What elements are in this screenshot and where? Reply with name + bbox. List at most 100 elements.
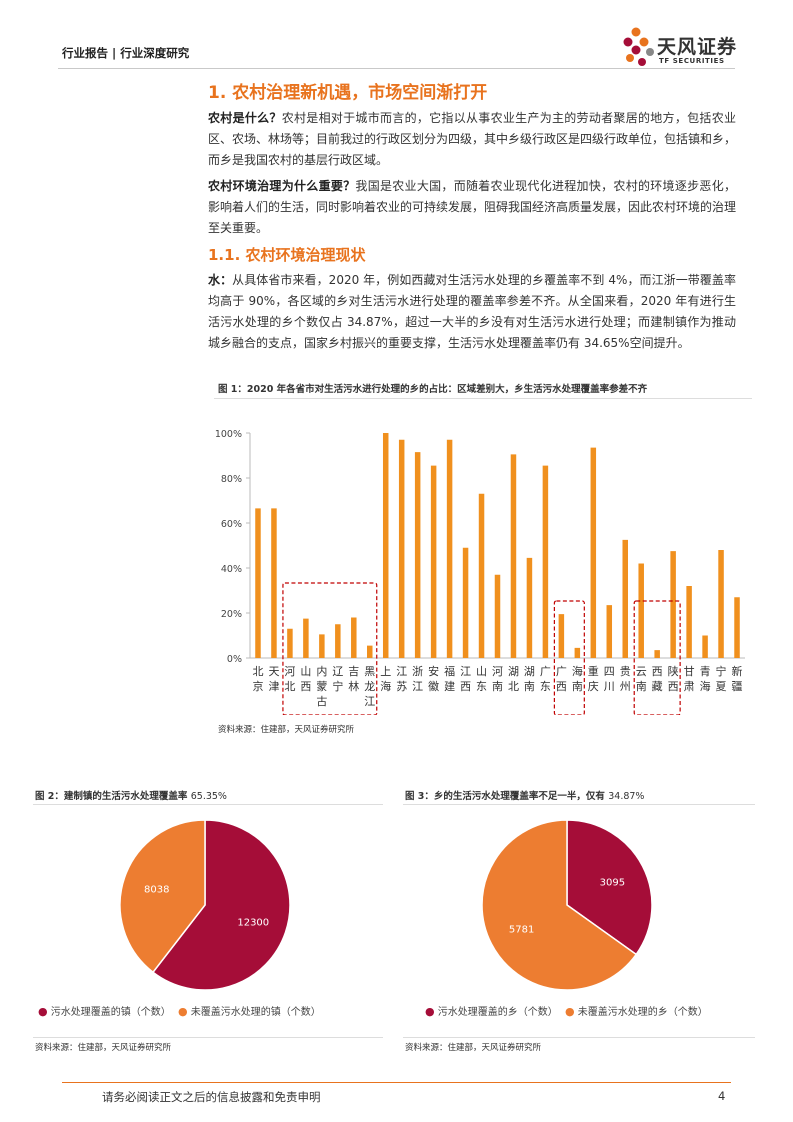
paragraph-importance-lead: 农村环境治理为什么重要？ bbox=[208, 179, 356, 193]
bar bbox=[526, 557, 533, 658]
x-tick-label: 湖 bbox=[508, 665, 519, 678]
x-tick-label: 宁 bbox=[332, 679, 343, 693]
x-tick-label: 上 bbox=[380, 665, 391, 678]
pie-data-label: 12300 bbox=[237, 917, 269, 928]
x-tick-label: 龙 bbox=[364, 680, 375, 693]
bar bbox=[734, 597, 740, 658]
x-tick-label: 内 bbox=[316, 664, 327, 678]
company-logo: 天风证券 TF SECURITIES bbox=[622, 26, 742, 72]
town-coverage-pie-chart: 12300 8038 bbox=[119, 819, 291, 991]
subsection-title: 1.1. 农村环境治理现状 bbox=[208, 246, 366, 264]
bar bbox=[670, 551, 676, 658]
x-tick-label: 南 bbox=[492, 680, 503, 693]
x-tick-label: 贵 bbox=[620, 665, 631, 678]
x-tick-label: 宁 bbox=[716, 664, 727, 678]
figure3-title: 图 3：乡的生活污水处理覆盖率不足一半，仅有 34.87% bbox=[405, 788, 644, 802]
x-tick-label: 苏 bbox=[396, 680, 407, 693]
x-tick-label: 山 bbox=[300, 665, 311, 678]
x-tick-label: 海 bbox=[572, 664, 583, 678]
pie-data-label: 3095 bbox=[600, 878, 625, 889]
figure2-title: 图 2：建制镇的生活污水处理覆盖率 65.35% bbox=[35, 788, 227, 802]
x-tick-label: 蒙 bbox=[316, 680, 327, 693]
x-tick-label: 西 bbox=[668, 680, 679, 693]
paragraph-water-lead: 水： bbox=[208, 273, 233, 287]
x-tick-label: 建 bbox=[444, 679, 455, 693]
x-tick-label: 甘 bbox=[684, 665, 695, 678]
figure2-title-text: 图 2：建制镇的生活污水处理覆盖率 bbox=[35, 791, 188, 802]
x-tick-label: 四 bbox=[604, 665, 615, 678]
figure3-title-number: 34.87% bbox=[608, 791, 645, 802]
x-tick-label: 海 bbox=[380, 679, 391, 693]
bar bbox=[622, 539, 628, 658]
bar bbox=[590, 447, 597, 658]
x-tick-label: 西 bbox=[300, 680, 311, 693]
paragraph-importance-text: 我国是农业大国，而随着农业现代化进程加快，农村的环境逐步恶化，影响着人们的生活，… bbox=[208, 179, 737, 235]
header-divider bbox=[58, 68, 735, 69]
figure2-bottom-divider bbox=[33, 1037, 383, 1038]
bar bbox=[718, 550, 724, 658]
x-tick-label: 青 bbox=[700, 665, 711, 678]
x-tick-label: 吉 bbox=[348, 665, 359, 678]
figure2-legend: ● 污水处理覆盖的镇（个数） ● 未覆盖污水处理的镇（个数） bbox=[38, 1003, 321, 1018]
bar bbox=[414, 452, 421, 658]
x-tick-label: 东 bbox=[540, 680, 551, 693]
x-tick-label: 徽 bbox=[428, 679, 439, 693]
figure2-divider bbox=[33, 804, 383, 805]
bar bbox=[478, 493, 485, 658]
footer-disclaimer: 请务必阅读正文之后的信息披露和免责申明 bbox=[102, 1090, 321, 1104]
x-tick-label: 福 bbox=[444, 664, 455, 678]
x-tick-label: 西 bbox=[556, 680, 567, 693]
bar bbox=[446, 439, 453, 658]
paragraph-rural-lead: 农村是什么？ bbox=[208, 111, 282, 125]
bar bbox=[558, 614, 565, 658]
x-tick-label: 浙 bbox=[412, 665, 423, 678]
bar bbox=[271, 508, 277, 658]
x-tick-label: 陕 bbox=[668, 664, 679, 678]
x-tick-label: 南 bbox=[636, 680, 647, 693]
x-tick-label: 夏 bbox=[716, 680, 727, 693]
x-tick-label: 安 bbox=[428, 664, 439, 678]
legend-dot-icon: ● bbox=[425, 1005, 435, 1018]
x-tick-label: 湖 bbox=[524, 665, 535, 678]
x-tick-label: 古 bbox=[316, 695, 327, 708]
x-tick-label: 南 bbox=[524, 680, 535, 693]
bar bbox=[574, 647, 581, 658]
bar bbox=[319, 634, 325, 658]
x-tick-label: 南 bbox=[572, 680, 583, 693]
x-tick-label: 北 bbox=[284, 680, 295, 693]
x-tick-label: 云 bbox=[636, 665, 647, 678]
x-tick-label: 河 bbox=[492, 665, 503, 678]
x-tick-label: 新 bbox=[732, 664, 743, 678]
pie-data-label: 5781 bbox=[509, 924, 534, 935]
x-tick-label: 江 bbox=[396, 665, 407, 678]
bar bbox=[702, 635, 708, 658]
bar bbox=[654, 650, 660, 658]
pie-slice bbox=[151, 819, 291, 991]
legend-label: 污水处理覆盖的镇（个数） bbox=[50, 1007, 171, 1018]
paragraph-water-text: 从具体省市来看，2020 年，例如西藏对生活污水处理的乡覆盖率不到 4%，而江浙… bbox=[208, 273, 736, 350]
bar bbox=[255, 508, 261, 658]
x-tick-label: 江 bbox=[412, 680, 423, 693]
x-tick-label: 藏 bbox=[652, 680, 663, 693]
bar bbox=[430, 465, 437, 658]
highlight-box bbox=[282, 582, 378, 715]
x-tick-label: 东 bbox=[476, 680, 487, 693]
figure3-source: 资料来源：住建部，天风证券研究所 bbox=[405, 1043, 542, 1053]
y-tick-label: 100% bbox=[215, 429, 242, 440]
x-tick-label: 广 bbox=[556, 665, 567, 678]
x-tick-label: 辽 bbox=[332, 665, 343, 678]
bar bbox=[335, 624, 341, 658]
x-tick-label: 西 bbox=[460, 680, 471, 693]
figure3-divider bbox=[403, 804, 755, 805]
page-number: 4 bbox=[718, 1089, 726, 1103]
bar bbox=[494, 574, 501, 658]
bar bbox=[303, 618, 309, 658]
figure1-divider bbox=[214, 398, 752, 399]
logo-name-en: TF SECURITIES bbox=[659, 57, 725, 65]
y-tick-label: 0% bbox=[227, 654, 242, 665]
x-tick-label: 肃 bbox=[684, 680, 695, 693]
x-tick-label: 黑 bbox=[364, 665, 375, 678]
figure1-source: 资料来源：住建部，天风证券研究所 bbox=[218, 725, 355, 735]
figure2-title-number: 65.35% bbox=[190, 791, 227, 802]
province-coverage-bar-chart: 0%20%40%60%80%100%北京天津河北山西内蒙古辽宁吉林黑龙江上海江苏… bbox=[215, 429, 745, 715]
